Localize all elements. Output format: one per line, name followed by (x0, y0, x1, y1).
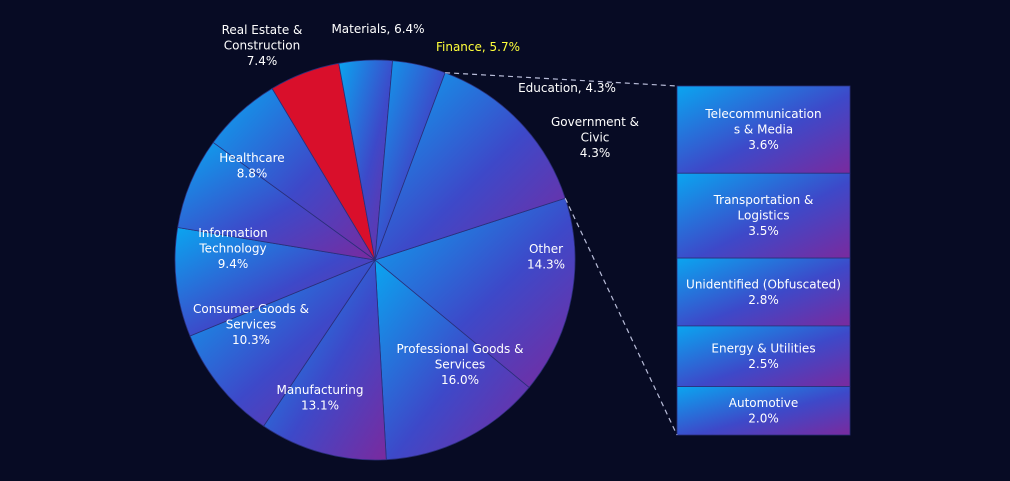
pie-label-government-and-civic: Government & Civic 4.3% (551, 115, 639, 160)
bar-segments (676, 85, 851, 436)
pie-label-education: Education, 4.3% (518, 81, 616, 95)
bar-label-unidentified-obfuscated: Unidentified (Obfuscated) 2.8% (686, 277, 841, 307)
bar-segment-transportation-and-logistics (676, 172, 851, 259)
bar-label-energy-and-utilities: Energy & Utilities 2.5% (711, 341, 815, 371)
data-labels: Telecommunication s & Media 3.6% Transporta… (193, 22, 841, 426)
pie-label-consumer-goods-and-services: Consumer Goods & Services 10.3% (193, 302, 309, 347)
pie-slice-other (374, 72, 566, 261)
pie-label-real-estate-and-construction: Real Estate & Construction 7.4% (222, 23, 303, 68)
pie-slice-consumer-goods-and-services (263, 258, 387, 461)
connector-line-top (445, 72, 678, 87)
bar-segment-telecommunications-and-media (676, 85, 851, 174)
pie-label-professional-goods-and-services: Professional Goods & Services 16.0% (397, 342, 524, 387)
pie-label-materials: Materials, 6.4% (331, 22, 424, 36)
bar-segment-energy-and-utilities (676, 325, 851, 387)
pie-label-other: Other 14.3% (527, 242, 565, 272)
connector-line-bottom (564, 197, 678, 436)
bar-segment-unidentified-obfuscated (676, 257, 851, 327)
bar-label-transportation-and-logistics: Transportation & Logistics 3.5% (713, 193, 814, 238)
bar-label-telecommunications-and-media: Telecommunication s & Media 3.6% (704, 107, 821, 152)
pie-slice-manufacturing (374, 259, 530, 461)
pie-label-manufacturing: Manufacturing 13.1% (277, 383, 364, 413)
bar-segment-automotive (676, 386, 851, 436)
connector-lines (445, 72, 678, 436)
pie-slice-healthcare (174, 227, 377, 337)
pie-slice-professional-goods-and-services (374, 197, 576, 389)
pie-slice-information-technology (189, 259, 377, 427)
pie-slices (174, 59, 576, 461)
pie-label-finance: Finance, 5.7% (436, 40, 520, 54)
pie-label-healthcare: Healthcare 8.8% (219, 151, 284, 181)
pie-label-information-technology: Information Technology 9.4% (198, 226, 267, 271)
bar-label-automotive: Automotive 2.0% (729, 396, 798, 426)
